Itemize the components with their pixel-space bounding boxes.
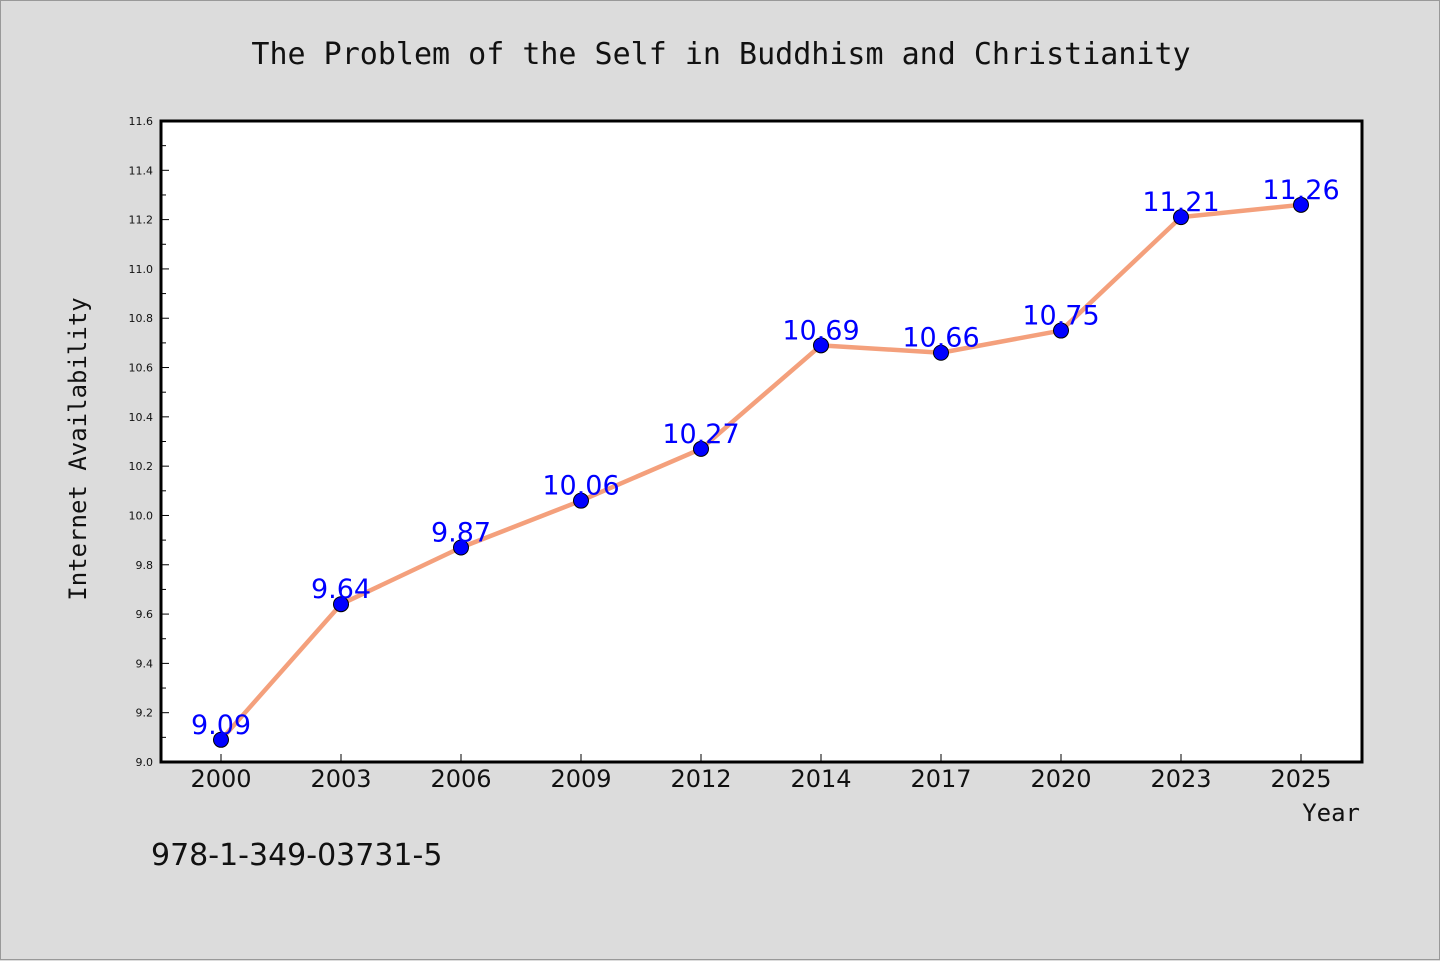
y-tick-label: 11.0 [129,263,154,276]
y-tick-label: 11.2 [129,214,154,227]
data-point [333,596,349,613]
isbn-text: 978-1-349-03731-5 [151,838,442,873]
data-point [1053,322,1069,339]
data-label: 11.21 [1142,187,1219,218]
x-tick-label: 2012 [670,765,731,793]
y-tick-label: 9.8 [136,559,154,572]
data-point [213,731,229,748]
data-point [1173,209,1189,226]
x-tick-label: 2000 [190,765,251,793]
y-axis: 9.0 9.2 9.4 9.6 9.8 10.0 10.2 10.4 10.6 10.8 11.0 1… [129,115,169,769]
data-label: 9.87 [431,518,491,549]
x-tick-label: 2003 [310,765,371,793]
data-label: 11.26 [1262,175,1339,206]
y-tick-label: 9.0 [136,756,154,769]
data-point [453,539,469,556]
x-tick-label: 2023 [1150,765,1211,793]
data-point [813,337,829,354]
y-tick-label: 10.0 [129,509,154,522]
series-line-group [213,196,1309,748]
y-tick-label: 9.4 [136,657,154,670]
data-label: 9.09 [191,710,251,741]
y-tick-label: 10.8 [129,312,154,325]
series-line [218,202,1304,743]
y-tick-label: 10.4 [129,411,154,424]
data-label: 10.06 [542,471,619,502]
plot-area [159,119,1364,764]
data-label: 10.75 [1022,301,1099,332]
x-tick-label: 2020 [1030,765,1091,793]
data-point [1293,196,1309,213]
data-point [573,492,589,509]
chart-title: The Problem of the Self in Buddhism and … [251,37,1190,72]
data-point [693,440,709,457]
y-tick-label: 9.6 [136,608,154,621]
x-axis-label: Year [1302,799,1360,827]
data-label: 10.27 [662,419,739,450]
y-tick-label: 9.2 [136,707,154,720]
x-tick-label: 2006 [430,765,491,793]
y-tick-label: 11.6 [129,115,154,128]
y-axis-label: Internet Availability [64,297,92,600]
x-axis: 2000 2003 2006 2009 2012 2014 2017 2020 2023 2025 [190,754,1332,793]
data-point [933,344,949,361]
y-tick-label: 10.6 [129,362,154,375]
x-tick-label: 2025 [1270,765,1331,793]
data-label: 10.66 [902,323,979,354]
y-tick-label: 11.4 [129,164,154,177]
x-tick-label: 2017 [910,765,971,793]
data-labels: 9.09 9.64 9.87 10.06 10.27 10.69 10.66 10.75 11.… [191,175,1340,741]
x-tick-label: 2009 [550,765,611,793]
y-tick-label: 10.2 [129,460,154,473]
data-label: 9.64 [311,574,371,605]
x-tick-label: 2014 [790,765,851,793]
data-label: 10.69 [782,315,859,346]
